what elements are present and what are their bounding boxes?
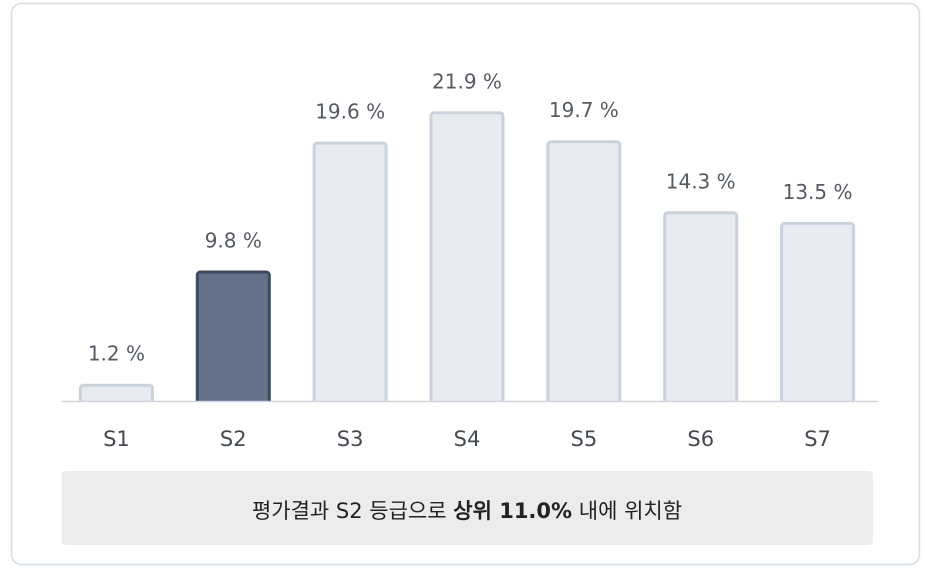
value-label: 19.7 % (549, 98, 619, 122)
bar (429, 111, 505, 406)
note-after: 내에 위치함 (579, 499, 682, 523)
x-tick-label: S2 (220, 427, 247, 451)
value-label: 1.2 % (88, 342, 145, 366)
bar (312, 141, 388, 406)
bar (546, 140, 622, 406)
note-before: 평가결과 S2 등급으로 (252, 499, 447, 523)
x-tick-label: S5 (571, 427, 598, 451)
baseline-mask (58, 402, 876, 408)
bar (780, 221, 856, 406)
note-bold: 상위 11.0% (453, 499, 572, 523)
x-tick-label: S4 (454, 427, 481, 451)
x-tick-label: S1 (103, 427, 130, 451)
value-label: 13.5 % (783, 180, 853, 204)
value-label: 14.3 % (666, 169, 736, 193)
bar (195, 270, 271, 406)
note-box (62, 471, 873, 545)
x-tick-label: S7 (804, 427, 831, 451)
value-label: 9.8 % (205, 229, 262, 253)
note: 평가결과 S2 등급으로 상위 11.0% 내에 위치함 (252, 499, 682, 523)
value-label: 19.6 % (315, 100, 385, 124)
x-tick-label: S3 (337, 427, 364, 451)
x-tick-label: S6 (687, 427, 714, 451)
bar (663, 211, 739, 406)
value-label: 21.9 % (432, 69, 502, 93)
